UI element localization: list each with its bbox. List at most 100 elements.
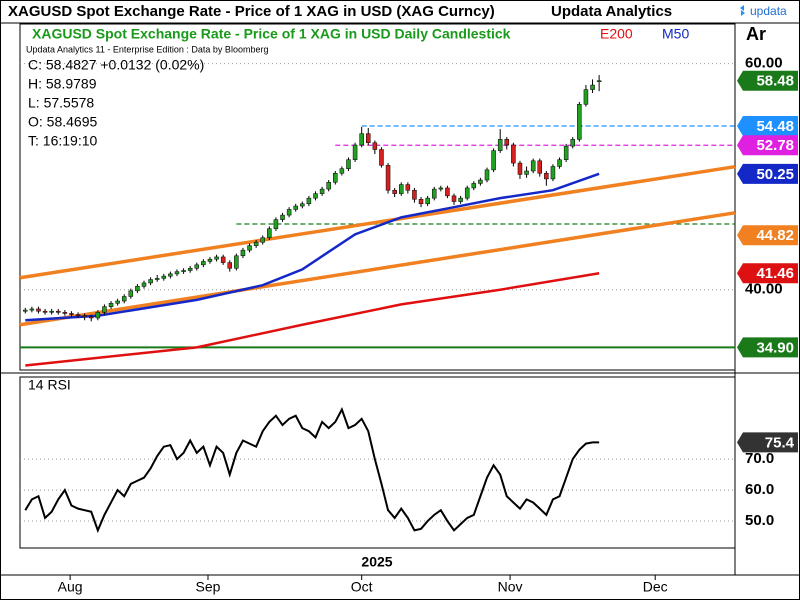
candle-body xyxy=(187,267,193,271)
price-tag-label: 54.48 xyxy=(756,118,794,135)
price-tag-label: 50.25 xyxy=(756,166,794,183)
x-tick-label: Aug xyxy=(58,579,83,595)
candle-body xyxy=(596,80,602,82)
candle-body xyxy=(464,187,470,199)
candle-body xyxy=(333,173,338,183)
candle-body xyxy=(214,256,219,260)
price-tag xyxy=(737,70,798,91)
x-axis-label: 2025 xyxy=(361,554,392,570)
price-tag xyxy=(737,135,798,156)
candle-body xyxy=(379,149,384,166)
candle-body xyxy=(102,306,107,313)
candle-body xyxy=(49,310,54,313)
y-tick-label: 40.00 xyxy=(745,281,783,298)
candle-body xyxy=(563,145,569,160)
candle-body xyxy=(181,270,186,272)
candle-body xyxy=(570,139,575,147)
candle-body xyxy=(267,228,272,238)
candle-body xyxy=(372,142,378,150)
logo: updata xyxy=(750,4,787,18)
candle-body xyxy=(577,104,582,140)
candle-body xyxy=(550,166,556,180)
candle-body xyxy=(524,170,529,175)
candle-body xyxy=(590,84,595,90)
candle-body xyxy=(497,139,503,151)
price-tag-label: 41.46 xyxy=(756,265,794,282)
candle-body xyxy=(75,314,81,316)
candle-body xyxy=(306,197,312,205)
price-tag-label: 34.90 xyxy=(756,339,794,356)
candle-body xyxy=(293,205,298,210)
candle-body xyxy=(69,313,74,315)
candle-body xyxy=(42,310,48,313)
candle-body xyxy=(359,133,364,146)
candle-body xyxy=(346,159,351,169)
price-tag xyxy=(737,225,798,246)
candle-body xyxy=(108,303,114,307)
price-tag-label: 75.4 xyxy=(765,434,795,451)
candle-body xyxy=(135,286,140,292)
candle-body xyxy=(405,184,411,191)
price-panel xyxy=(19,23,736,371)
price-tag xyxy=(737,163,798,184)
ohlc-info: O: 58.4695 xyxy=(28,114,97,130)
candle-body xyxy=(557,159,562,167)
candle-body xyxy=(247,245,252,251)
candle-body xyxy=(201,261,206,266)
candle-body xyxy=(431,188,437,199)
candle-body xyxy=(227,262,233,269)
candle-body xyxy=(511,144,516,164)
y-tick-label: 60.0 xyxy=(745,481,774,498)
candle-body xyxy=(398,184,404,194)
legend-entry: M50 xyxy=(662,26,689,42)
chart-subtitle: XAGUSD Spot Exchange Rate - Price of 1 X… xyxy=(32,26,511,42)
legend-entry: E200 xyxy=(600,26,633,42)
candle-body xyxy=(425,197,430,205)
candle-body xyxy=(300,203,305,207)
candle-body xyxy=(234,255,239,269)
x-tick-label: Oct xyxy=(351,579,373,595)
candle-body xyxy=(385,165,391,191)
logo-icon xyxy=(740,5,745,16)
x-tick-label: Sep xyxy=(196,579,221,595)
trend-line xyxy=(19,211,736,327)
candle-body xyxy=(36,308,41,312)
candle-body xyxy=(458,197,463,202)
candle-body xyxy=(220,256,226,263)
candle-body xyxy=(240,249,246,257)
candle-body xyxy=(412,189,417,200)
candle-body xyxy=(194,264,200,269)
candle-body xyxy=(352,144,358,160)
candle-body xyxy=(128,290,134,297)
source: Updata Analytics 11 - Enterprise Edition… xyxy=(26,44,268,54)
price-tag-label: 44.82 xyxy=(756,227,794,244)
candle-body xyxy=(260,237,265,243)
candle-body xyxy=(23,309,28,312)
candle-body xyxy=(174,271,180,275)
candle-body xyxy=(253,241,259,246)
logo-box xyxy=(737,3,797,20)
page-title: XAGUSD Spot Exchange Rate - Price of 1 X… xyxy=(8,3,495,20)
candle-body xyxy=(207,258,213,262)
candle-body xyxy=(168,273,173,277)
candle-body xyxy=(544,173,549,180)
candle-body xyxy=(154,278,160,280)
candle-body xyxy=(82,315,87,318)
candle-body xyxy=(451,195,457,202)
candle-body xyxy=(29,308,35,311)
ohlc-info: L: 57.5578 xyxy=(28,95,94,111)
candle-body xyxy=(530,160,536,172)
candle-body xyxy=(313,193,318,199)
candle-body xyxy=(326,182,331,190)
price-tag xyxy=(737,432,798,453)
candle-body xyxy=(339,168,345,174)
candle-body xyxy=(445,187,450,197)
x-tick-label: Dec xyxy=(643,579,668,595)
candle-body xyxy=(273,219,279,229)
candle-body xyxy=(504,139,510,146)
candle-body xyxy=(418,199,424,205)
candle-body xyxy=(392,189,397,194)
candle-body xyxy=(115,300,120,304)
candle-body xyxy=(478,179,483,184)
